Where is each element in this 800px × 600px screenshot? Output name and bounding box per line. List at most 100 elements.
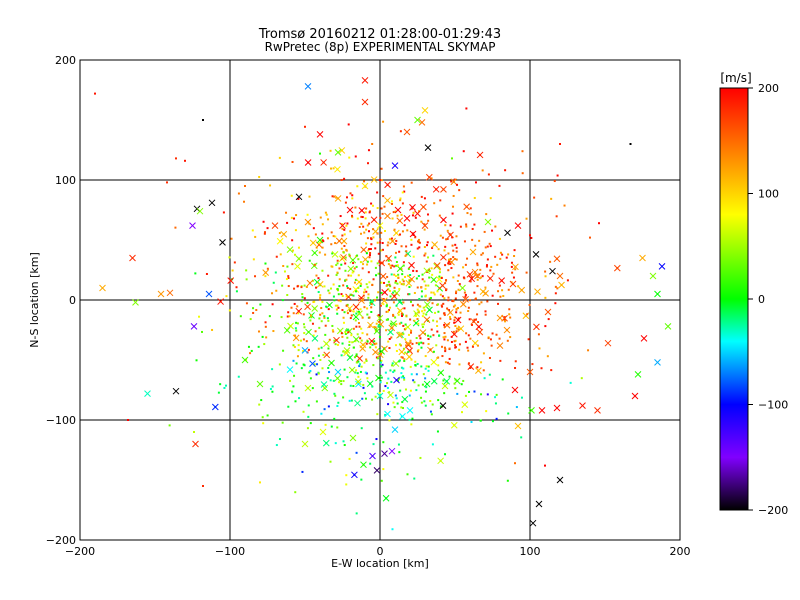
- data-point-dot: [372, 278, 375, 281]
- data-point-x: [396, 217, 404, 225]
- data-point-dot: [468, 299, 471, 302]
- data-point-dot: [399, 389, 402, 392]
- data-point-dot: [383, 281, 386, 284]
- data-point-dot: [290, 216, 293, 219]
- data-point-dot: [374, 266, 377, 269]
- data-point-dot: [252, 311, 255, 314]
- data-point-dot: [443, 323, 446, 326]
- data-point-x: [331, 251, 339, 258]
- data-point-dot: [363, 306, 366, 309]
- data-point-dot: [407, 350, 410, 353]
- data-point-dot: [342, 251, 345, 254]
- data-point-x: [319, 428, 327, 436]
- data-point-dot: [278, 438, 281, 441]
- data-point-dot: [427, 338, 430, 341]
- data-point-dot: [359, 284, 362, 287]
- data-point-x: [346, 354, 354, 361]
- data-point-dot: [384, 371, 387, 374]
- data-point-x: [658, 263, 666, 270]
- data-point-x: [384, 181, 391, 189]
- data-point-x: [166, 289, 174, 297]
- data-point-dot: [486, 258, 489, 261]
- data-point-x: [346, 305, 354, 312]
- data-point-dot: [538, 347, 541, 350]
- data-point-dot: [297, 312, 300, 315]
- data-point-dot: [412, 269, 415, 272]
- data-point-dot: [375, 327, 378, 330]
- colorbar: [m/s] −200 −100 0 100 200: [719, 71, 788, 517]
- data-point-dot: [362, 383, 365, 386]
- data-point-dot: [427, 219, 430, 222]
- data-point-dot: [333, 299, 336, 302]
- data-point-dot: [380, 352, 383, 355]
- data-point-dot: [450, 340, 453, 343]
- data-point-x: [443, 321, 451, 329]
- data-point-dot: [381, 242, 384, 245]
- data-point-dot: [378, 391, 381, 394]
- data-point-dot: [336, 304, 339, 307]
- data-point-dot: [348, 253, 351, 256]
- data-point-dot: [408, 293, 411, 296]
- data-point-dot: [318, 326, 321, 329]
- data-point-dot: [330, 425, 333, 428]
- data-point-dot: [362, 225, 365, 228]
- data-point-dot: [436, 325, 439, 328]
- data-point-dot: [305, 340, 308, 343]
- data-point-dot: [525, 217, 528, 220]
- data-point-dot: [508, 313, 511, 316]
- data-point-dot: [360, 327, 363, 330]
- data-point-x: [408, 261, 415, 269]
- data-point-dot: [418, 305, 421, 308]
- data-point-dot: [321, 312, 324, 315]
- data-point-dot: [324, 385, 327, 388]
- data-point-dot: [494, 225, 497, 228]
- data-point-dot: [379, 381, 382, 384]
- data-point-dot: [315, 274, 318, 277]
- data-point-x: [326, 301, 333, 309]
- data-point-dot: [352, 327, 355, 330]
- data-point-x: [322, 439, 330, 447]
- data-point-dot: [361, 216, 364, 219]
- data-point-dot: [455, 330, 458, 333]
- data-point-dot: [376, 357, 379, 360]
- data-point-dot: [320, 346, 323, 349]
- data-point-dot: [514, 462, 516, 465]
- data-point-dot: [495, 393, 498, 396]
- data-point-dot: [364, 211, 367, 214]
- data-point-dot: [389, 369, 392, 372]
- data-point-dot: [371, 343, 374, 346]
- data-point-dot: [307, 235, 310, 238]
- data-point-dot: [370, 202, 373, 205]
- data-point-dot: [472, 320, 475, 323]
- data-point-dot: [368, 256, 371, 259]
- data-point-dot: [410, 207, 413, 210]
- data-point-x: [378, 348, 385, 355]
- data-point-dot: [453, 316, 456, 319]
- data-point-x: [475, 367, 482, 374]
- data-point-x: [339, 222, 346, 229]
- data-point-dot: [333, 339, 336, 342]
- data-point-dot: [382, 389, 385, 392]
- data-point-dot: [480, 361, 483, 364]
- data-point-dot: [250, 349, 253, 352]
- data-point-dot: [370, 260, 373, 263]
- data-point-dot: [438, 334, 441, 337]
- data-point-x: [376, 222, 384, 229]
- data-point-x: [355, 278, 363, 286]
- data-point-dot: [360, 222, 363, 225]
- data-point-x: [532, 251, 540, 258]
- data-point-dot: [336, 271, 339, 274]
- data-point-dot: [307, 348, 310, 351]
- data-point-dot: [467, 310, 470, 313]
- data-point-dot: [398, 451, 401, 454]
- data-point-dot: [377, 252, 380, 255]
- data-point-dot: [476, 366, 479, 369]
- data-point-dot: [420, 401, 423, 404]
- data-point-dot: [312, 357, 315, 360]
- data-point-dot: [495, 417, 498, 420]
- data-point-dot: [326, 317, 329, 320]
- data-point-dot: [470, 421, 473, 424]
- data-point-dot: [423, 228, 426, 231]
- data-point-dot: [476, 275, 479, 278]
- data-point-dot: [417, 349, 420, 352]
